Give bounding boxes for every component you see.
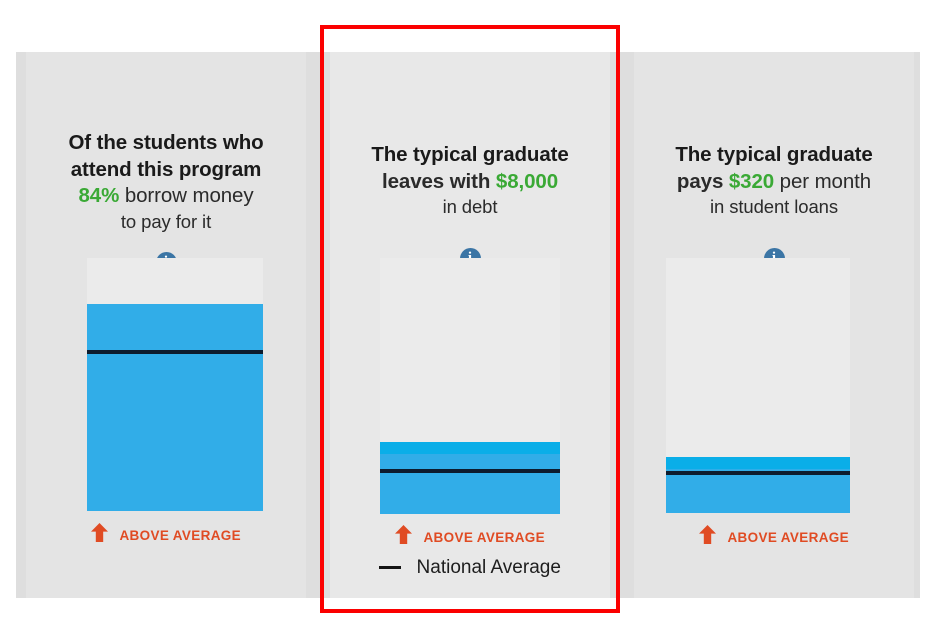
gauge-track: [380, 258, 560, 514]
national-average-line: [666, 470, 850, 475]
headline-accent-rest: borrow money: [119, 184, 254, 208]
headline-line-3: in student loans: [710, 196, 838, 218]
above-average-row: ABOVE AVERAGE: [330, 525, 610, 549]
headline-line-3: in debt: [442, 196, 498, 218]
arrow-up-icon: [90, 523, 108, 547]
above-average-label: ABOVE AVERAGE: [423, 529, 546, 545]
above-average-label: ABOVE AVERAGE: [727, 529, 850, 545]
headline-line-2-pre: leaves with: [382, 169, 496, 193]
headline-accent-value: $320: [728, 169, 775, 193]
dash-line-icon: [379, 565, 402, 569]
arrow-up-icon: [698, 525, 716, 549]
national-average-line: [87, 350, 263, 355]
gauge-fill-cap-band: [666, 456, 850, 469]
above-average-label: ABOVE AVERAGE: [119, 527, 242, 543]
stat-panel-monthly-payment: The typical graduate pays $320 per month…: [634, 52, 914, 598]
arrow-up-icon: [394, 525, 412, 549]
national-average-line: [380, 469, 560, 474]
panel-headline: The typical graduate leaves with $8,000 …: [330, 142, 610, 219]
headline-line-2: leaves with $8,000: [344, 169, 596, 196]
headline-line-1: The typical graduate: [675, 143, 873, 166]
gauge-fill: [666, 456, 850, 513]
headline-line-1: The typical graduate: [371, 143, 569, 166]
gauge-track: [87, 258, 263, 511]
headline-line-2: pays $320 per month: [648, 169, 900, 196]
gauge-fill: [380, 442, 560, 514]
stat-panel-median-debt: The typical graduate leaves with $8,000 …: [330, 52, 610, 598]
headline-accent-value: 84%: [78, 184, 120, 208]
panel-headline: The typical graduate pays $320 per month…: [634, 142, 914, 219]
headline-line-2: attend this program: [70, 157, 262, 181]
panel-headline: Of the students who attend this program …: [26, 130, 306, 234]
headline-line-3: 84% borrow money: [40, 183, 292, 210]
national-average-legend-label: National Average: [416, 557, 561, 578]
above-average-row: ABOVE AVERAGE: [634, 525, 914, 549]
headline-accent-value: $8,000: [495, 169, 558, 193]
headline-line-2-post: per month: [774, 169, 872, 193]
gauge-fill-cap-band: [380, 442, 560, 455]
gauge-track: [666, 258, 850, 513]
stat-panel-borrowing: Of the students who attend this program …: [26, 52, 306, 598]
above-average-row: ABOVE AVERAGE: [26, 523, 306, 547]
headline-line-1: Of the students who: [68, 131, 264, 154]
headline-line-4: to pay for it: [120, 210, 212, 232]
gauge-fill: [87, 303, 263, 511]
national-average-legend: National Average: [330, 557, 610, 579]
headline-line-2-pre: pays: [676, 169, 729, 193]
